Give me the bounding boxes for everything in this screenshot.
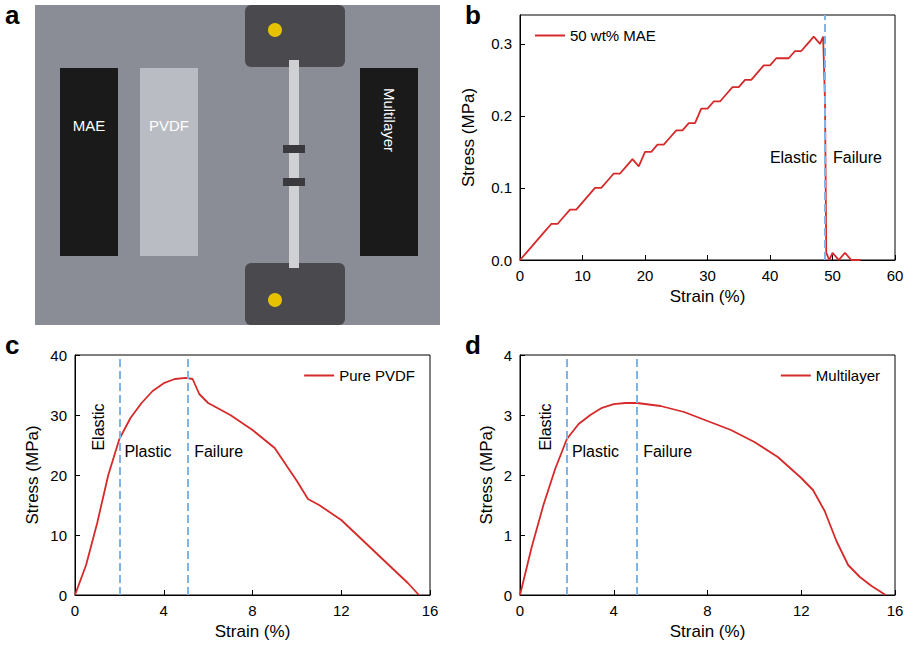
svg-text:40: 40 — [762, 267, 779, 284]
svg-text:0.3: 0.3 — [491, 35, 512, 52]
svg-text:12: 12 — [333, 602, 350, 619]
svg-text:50: 50 — [824, 267, 841, 284]
svg-text:4: 4 — [610, 602, 618, 619]
svg-text:Failure: Failure — [833, 149, 882, 166]
svg-text:0: 0 — [504, 587, 512, 604]
svg-text:Strain (%): Strain (%) — [670, 622, 746, 641]
svg-text:Stress (MPa): Stress (MPa) — [23, 425, 42, 524]
svg-text:Failure: Failure — [194, 443, 243, 460]
svg-text:Stress (MPa): Stress (MPa) — [459, 88, 478, 187]
svg-text:0.2: 0.2 — [491, 107, 512, 124]
svg-text:Failure: Failure — [643, 443, 692, 460]
svg-text:16: 16 — [887, 602, 904, 619]
svg-text:30: 30 — [699, 267, 716, 284]
svg-text:4: 4 — [504, 347, 512, 364]
svg-text:16: 16 — [422, 602, 439, 619]
svg-text:12: 12 — [793, 602, 810, 619]
svg-text:2: 2 — [504, 467, 512, 484]
svg-text:b: b — [465, 0, 481, 30]
svg-text:0.0: 0.0 — [491, 252, 512, 269]
svg-text:Elastic: Elastic — [770, 149, 817, 166]
svg-text:30: 30 — [50, 407, 67, 424]
svg-text:0.1: 0.1 — [491, 179, 512, 196]
svg-text:Plastic: Plastic — [572, 443, 619, 460]
svg-text:10: 10 — [50, 527, 67, 544]
svg-text:0: 0 — [516, 602, 524, 619]
svg-text:Elastic: Elastic — [537, 403, 554, 450]
svg-text:MAE: MAE — [73, 117, 106, 134]
svg-text:c: c — [5, 330, 19, 360]
svg-text:Multilayer: Multilayer — [381, 88, 398, 152]
svg-text:10: 10 — [574, 267, 591, 284]
svg-text:4: 4 — [160, 602, 168, 619]
svg-text:Plastic: Plastic — [124, 443, 171, 460]
svg-text:d: d — [465, 330, 481, 360]
svg-text:0: 0 — [71, 602, 79, 619]
svg-text:0: 0 — [59, 587, 67, 604]
svg-text:20: 20 — [50, 467, 67, 484]
svg-text:40: 40 — [50, 347, 67, 364]
svg-text:Multilayer: Multilayer — [816, 367, 880, 384]
svg-text:Pure PVDF: Pure PVDF — [339, 367, 415, 384]
svg-text:Stress (MPa): Stress (MPa) — [477, 425, 496, 524]
svg-text:1: 1 — [504, 527, 512, 544]
svg-text:Strain (%): Strain (%) — [215, 622, 291, 641]
svg-text:3: 3 — [504, 407, 512, 424]
svg-text:8: 8 — [703, 602, 711, 619]
svg-text:0: 0 — [516, 267, 524, 284]
svg-text:50 wt% MAE: 50 wt% MAE — [570, 27, 656, 44]
svg-text:60: 60 — [887, 267, 904, 284]
svg-text:20: 20 — [637, 267, 654, 284]
svg-text:PVDF: PVDF — [149, 117, 189, 134]
svg-text:Elastic: Elastic — [90, 403, 107, 450]
svg-text:Strain (%): Strain (%) — [670, 287, 746, 306]
svg-text:8: 8 — [248, 602, 256, 619]
svg-text:a: a — [5, 0, 20, 30]
